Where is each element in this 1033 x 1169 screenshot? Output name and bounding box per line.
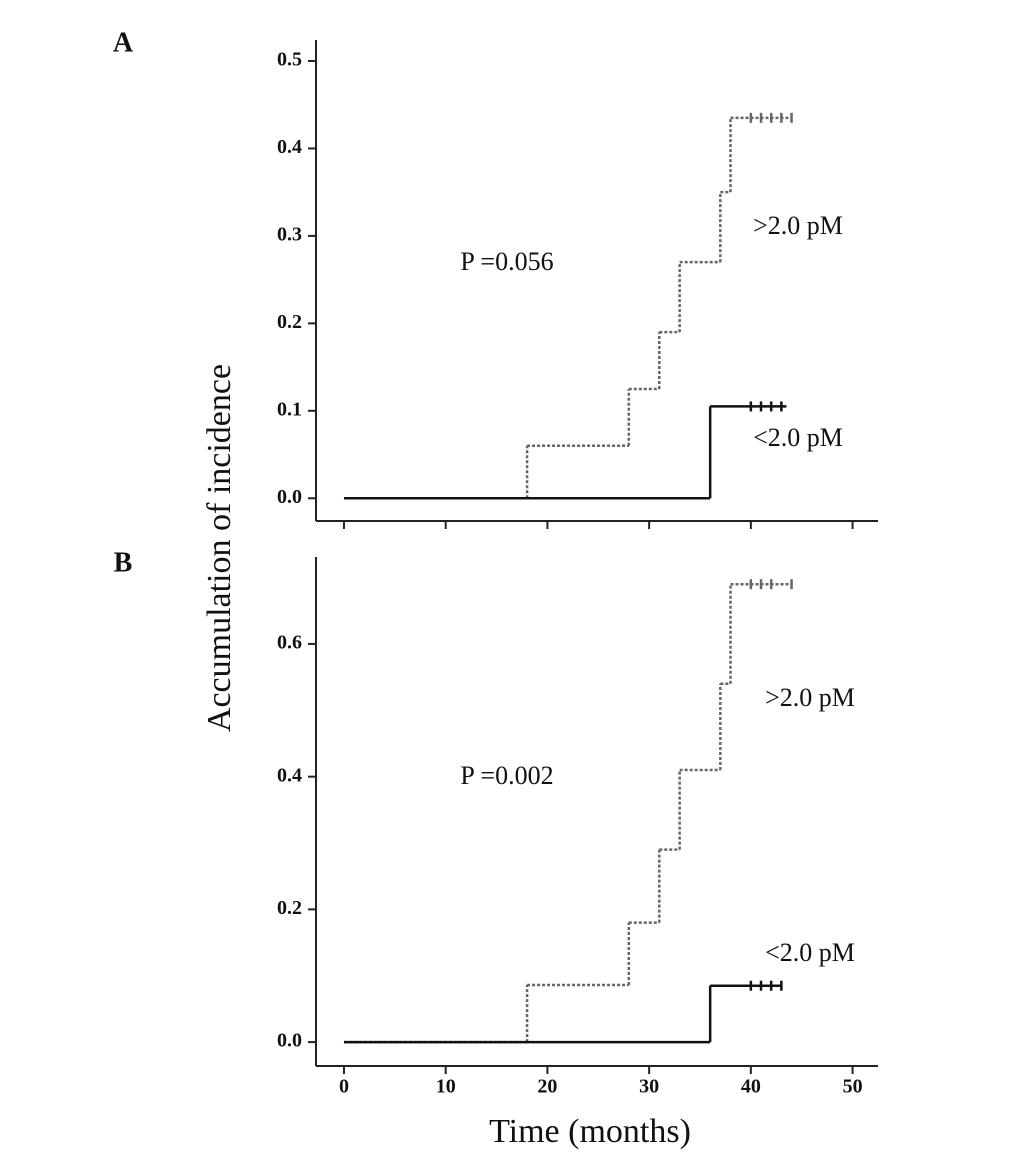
series-label: >2.0 pM — [765, 683, 855, 712]
y-tick-label: 0.2 — [277, 897, 302, 919]
p-value: P =0.056 — [460, 247, 553, 276]
y-tick-label: 0.0 — [277, 1030, 302, 1052]
y-tick-label: 0.6 — [277, 632, 302, 654]
series-label: <2.0 pM — [765, 938, 855, 967]
y-tick-label: 0.4 — [277, 764, 302, 786]
x-tick-label: 30 — [639, 1076, 659, 1098]
x-tick-label: 20 — [537, 1076, 557, 1098]
y-tick-label: 0.5 — [277, 49, 302, 71]
x-tick-label: 10 — [436, 1076, 456, 1098]
x-tick-label: 0 — [339, 1076, 349, 1098]
y-tick-label: 0.4 — [277, 136, 302, 158]
y-axis-label: Accumulation of incidence — [201, 364, 238, 732]
y-tick-label: 0.0 — [277, 486, 302, 508]
series-label: <2.0 pM — [753, 423, 843, 452]
p-value: P =0.002 — [460, 761, 553, 790]
y-tick-label: 0.2 — [277, 311, 302, 333]
panel-label: B — [114, 547, 133, 578]
x-axis-label: Time (months) — [489, 1113, 691, 1150]
y-tick-label: 0.3 — [277, 223, 302, 245]
y-tick-label: 0.1 — [277, 398, 302, 420]
panel-label: A — [113, 27, 134, 58]
series-label: >2.0 pM — [753, 211, 843, 240]
x-tick-label: 40 — [741, 1076, 761, 1098]
x-tick-label: 50 — [843, 1076, 863, 1098]
